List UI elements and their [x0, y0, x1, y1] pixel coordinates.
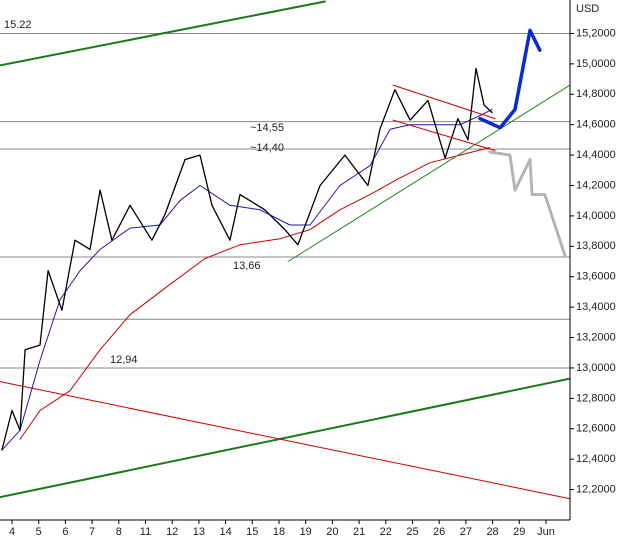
x-tick-label: 19	[300, 526, 312, 538]
line-series	[0, 0, 326, 67]
level-label: ~14,55	[250, 122, 284, 134]
x-tick-label: 27	[460, 526, 472, 538]
y-tick-label: 14,6000	[576, 119, 616, 131]
x-tick-label: 18	[273, 526, 285, 538]
y-tick-label: 12,4000	[576, 453, 616, 465]
x-tick-label: 11	[140, 526, 151, 538]
level-label: 13,66	[233, 260, 261, 272]
x-tick-label: 14	[219, 526, 231, 538]
y-tick-label: 13,0000	[576, 362, 616, 374]
y-tick-label: 13,2000	[576, 331, 616, 343]
line-series	[478, 28, 542, 130]
line-series	[392, 119, 496, 151]
x-tick-label: 12	[166, 526, 178, 538]
x-tick-label: 8	[116, 526, 122, 538]
y-tick-label: 13,6000	[576, 271, 616, 283]
x-tick-label: 21	[353, 526, 365, 538]
level-label: ~14,40	[250, 142, 284, 154]
y-tick-label: 14,0000	[576, 210, 616, 222]
line-series	[488, 150, 567, 257]
x-tick-label: 20	[326, 526, 338, 538]
y-tick-label: 15,0000	[576, 58, 616, 70]
y-tick-label: 13,8000	[576, 240, 616, 252]
x-tick-label: Jun	[537, 526, 555, 538]
x-tick-label: 4	[9, 526, 15, 538]
x-tick-label: 5	[36, 526, 42, 538]
line-series	[0, 381, 571, 500]
level-label: 12,94	[110, 354, 138, 366]
x-tick-label: 6	[62, 526, 68, 538]
x-tick-label: 22	[380, 526, 392, 538]
plot-mask-right	[570, 0, 630, 540]
line-series	[1, 109, 493, 451]
y-tick-label: 14,4000	[576, 149, 616, 161]
x-tick-label: 25	[406, 526, 418, 538]
line-series	[1, 67, 493, 451]
x-tick-label: 29	[513, 526, 525, 538]
x-tick-label: 13	[193, 526, 205, 538]
level-label: 15.22	[4, 19, 32, 31]
line-series	[287, 84, 571, 262]
x-tick-label: 26	[433, 526, 445, 538]
y-tick-label: 15,2000	[576, 27, 616, 39]
x-tick-label: 7	[89, 526, 95, 538]
y-tick-label: 12,8000	[576, 392, 616, 404]
y-tick-label: 12,6000	[576, 423, 616, 435]
x-tick-label: 15	[246, 526, 258, 538]
plot-mask-bottom	[0, 520, 630, 540]
y-tick-label: 14,8000	[576, 88, 616, 100]
unit-label: USD	[576, 3, 599, 15]
line-series	[19, 147, 491, 440]
y-tick-label: 14,2000	[576, 179, 616, 191]
y-tick-label: 12,2000	[576, 483, 616, 495]
y-tick-label: 13,4000	[576, 301, 616, 313]
line-series	[392, 84, 496, 120]
x-tick-label: 28	[486, 526, 498, 538]
line-series	[0, 377, 571, 499]
